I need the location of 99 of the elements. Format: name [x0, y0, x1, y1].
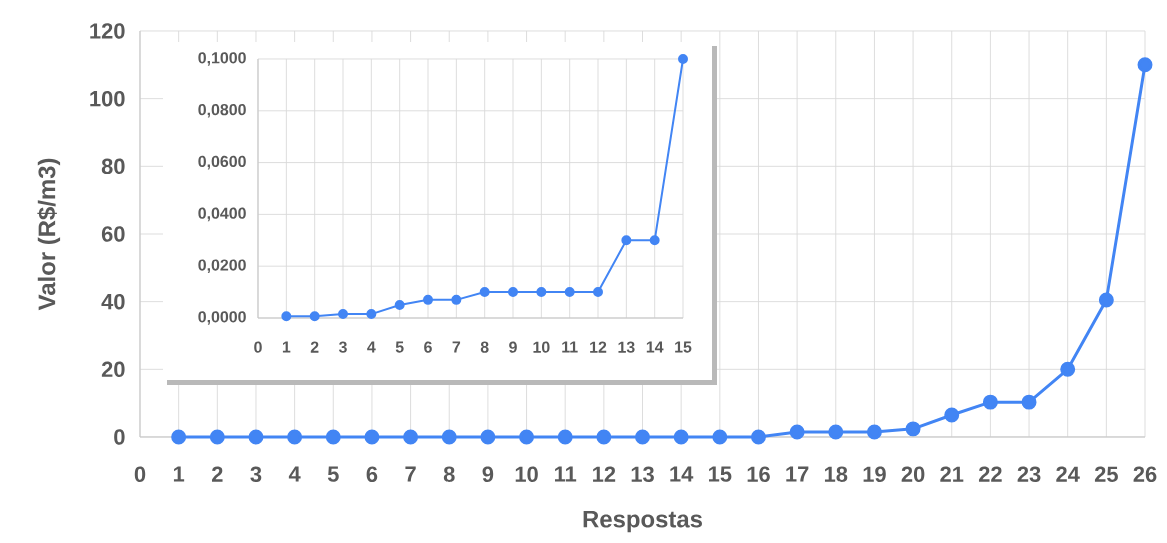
point [905, 421, 921, 437]
point [789, 424, 805, 440]
y-axis-title: Valor (R$/m3) [37, 158, 61, 311]
x-tick-label: 23 [1017, 466, 1041, 483]
point [338, 309, 348, 320]
x-tick-label: 9 [509, 341, 517, 353]
y-tick-label: 0,0800 [198, 103, 246, 118]
x-tick-label: 3 [250, 466, 262, 483]
point [209, 429, 225, 445]
x-tick-label: 12 [593, 466, 616, 482]
point [1137, 57, 1153, 73]
x-tick-label: 22 [978, 466, 1002, 482]
point [519, 429, 535, 445]
x-tick-label: 0 [134, 466, 146, 483]
point [287, 429, 303, 445]
point [1098, 292, 1114, 308]
point [480, 429, 496, 445]
y-tick-label: 0,0200 [198, 259, 246, 273]
point [366, 309, 377, 320]
point [403, 429, 419, 445]
x-tick-label: 6 [366, 466, 378, 483]
x-tick-label: 2 [211, 466, 223, 482]
x-tick-label: 6 [424, 341, 432, 353]
point [750, 429, 766, 445]
point [451, 294, 462, 305]
x-tick-label: 18 [824, 466, 848, 483]
y-tick-label: 0 [114, 429, 125, 445]
y-tick-label: 20 [101, 361, 125, 378]
x-tick-label: 5 [327, 466, 339, 482]
point [564, 287, 575, 298]
point [1021, 394, 1037, 410]
y-tick-label: 40 [101, 293, 125, 310]
y-tick-label: 0,1000 [198, 52, 246, 66]
point [281, 311, 292, 322]
y-tick-label: 80 [101, 158, 125, 175]
point [635, 429, 650, 445]
y-tick-label: 0,0000 [198, 311, 246, 325]
y-tick-label: 0,0600 [198, 155, 246, 170]
y-tick-label: 100 [90, 90, 125, 107]
point [508, 287, 518, 298]
x-tick-label: 4 [288, 466, 301, 482]
x-tick-label: 9 [482, 466, 494, 483]
point [649, 235, 660, 246]
y-tick-label: 120 [90, 23, 125, 39]
point [557, 429, 573, 445]
point [364, 429, 380, 445]
point [944, 407, 960, 423]
x-tick-label: 25 [1094, 466, 1118, 483]
point [1060, 361, 1076, 377]
x-tick-label: 0 [254, 341, 262, 353]
x-tick-label: 15 [709, 466, 732, 482]
point [171, 429, 187, 445]
x-tick-label: 7 [405, 466, 416, 482]
point [593, 287, 603, 298]
x-tick-label: 10 [515, 466, 538, 483]
x-tick-label: 16 [747, 466, 770, 483]
x-tick-label: 3 [338, 341, 347, 353]
x-tick-label: 14 [670, 466, 694, 482]
x-tick-label: 1 [173, 466, 185, 482]
x-tick-label: 5 [395, 341, 404, 353]
x-tick-label: 14 [646, 341, 664, 353]
point [982, 394, 998, 410]
x-tick-label: 11 [562, 341, 578, 353]
y-tick-label: 60 [101, 226, 125, 242]
x-tick-label: 11 [554, 466, 577, 482]
point [309, 311, 320, 322]
x-tick-label: 19 [863, 466, 886, 483]
point [325, 429, 341, 445]
point [673, 429, 689, 445]
point [441, 429, 457, 445]
point [248, 429, 264, 445]
x-tick-label: 10 [533, 341, 550, 353]
point [536, 287, 547, 298]
point [394, 300, 405, 311]
x-axis-title: Respostas [583, 510, 702, 533]
x-tick-label: 17 [786, 466, 809, 482]
x-tick-label: 21 [940, 466, 964, 482]
x-tick-label: 15 [675, 341, 692, 353]
x-tick-label: 8 [443, 466, 455, 483]
x-tick-label: 7 [452, 341, 461, 353]
x-tick-label: 4 [367, 341, 376, 353]
point [866, 424, 882, 440]
x-tick-label: 13 [618, 341, 635, 353]
x-tick-label: 24 [1056, 466, 1080, 482]
x-tick-label: 8 [480, 341, 489, 353]
point [479, 287, 490, 298]
x-tick-label: 1 [282, 341, 291, 353]
point [678, 54, 688, 64]
point [621, 235, 632, 246]
x-tick-label: 12 [590, 341, 607, 353]
point [596, 429, 612, 445]
x-tick-label: 13 [631, 466, 654, 483]
point [712, 429, 728, 445]
x-tick-label: 20 [901, 466, 925, 483]
y-tick-label: 0,0400 [198, 207, 246, 222]
x-tick-label: 26 [1133, 466, 1157, 483]
point [828, 424, 844, 440]
point [423, 294, 433, 305]
x-tick-label: 2 [310, 341, 319, 353]
